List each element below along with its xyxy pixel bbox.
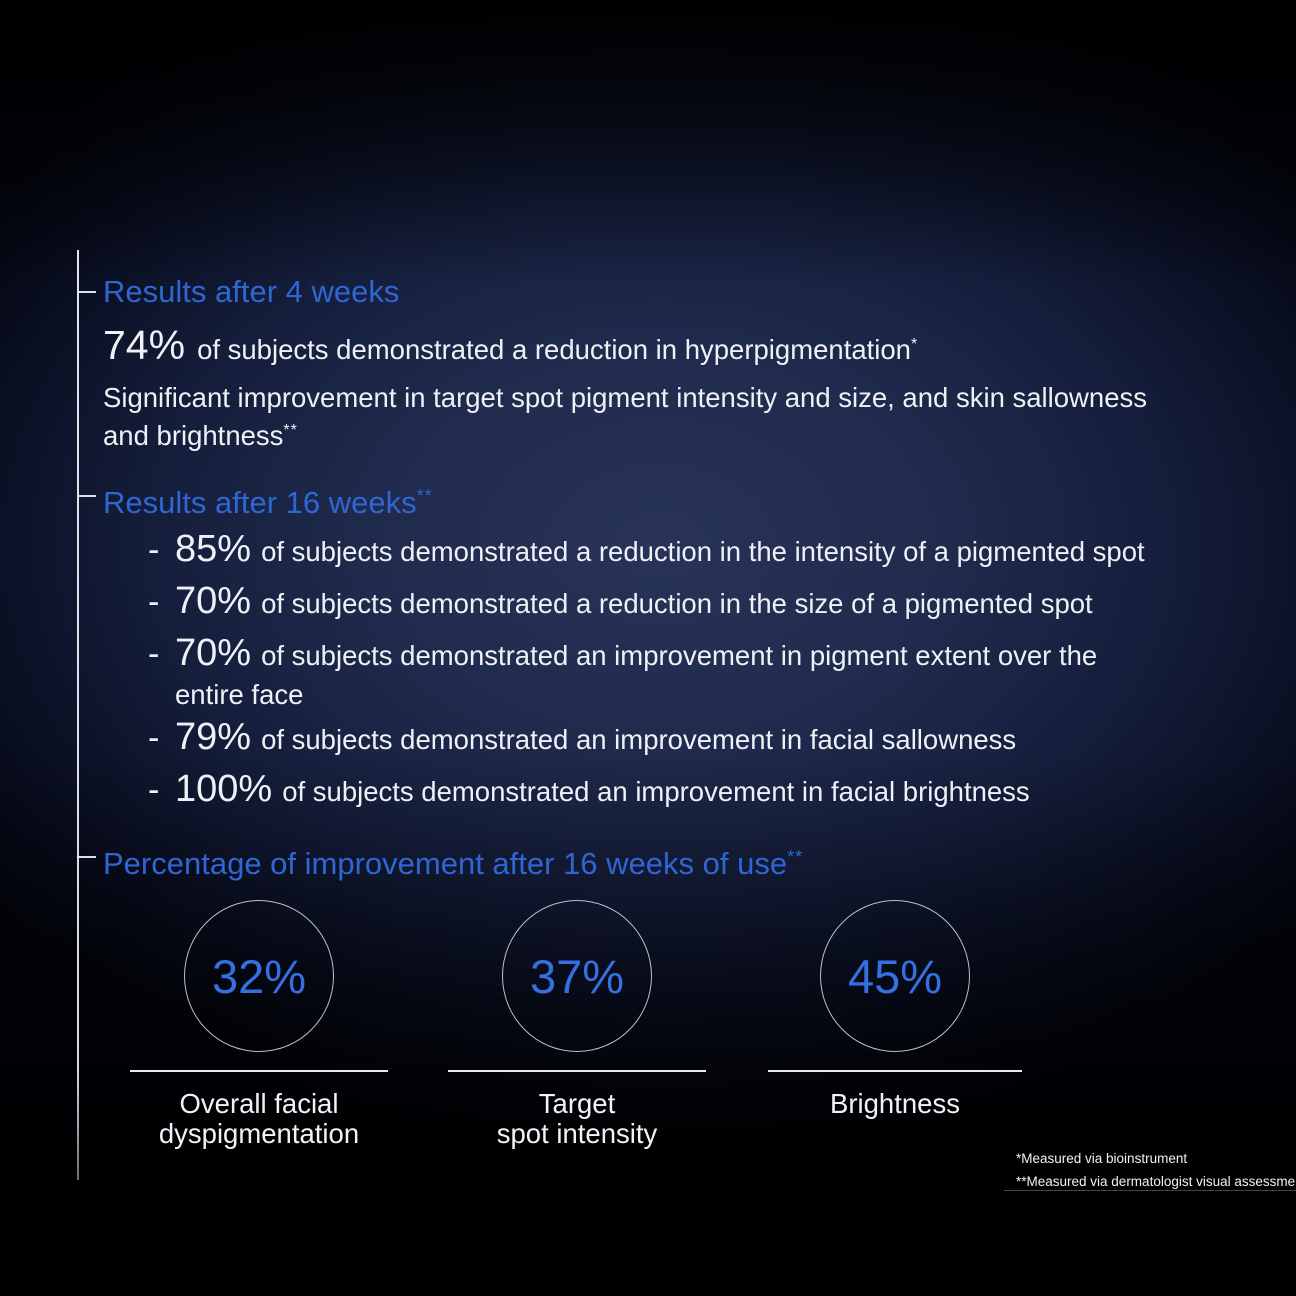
footnote-marker: ** [416,486,433,506]
stat-label-line-1: Brightness [830,1088,960,1119]
stat-label-line-2: dyspigmentation [158,1118,360,1149]
stat-group-dyspigmentation: 32% Overall facial dyspigmentation [130,900,388,1149]
heading-text: Results after 16 weeks [103,485,417,520]
bullet-value: 79% [175,716,252,758]
bullet-dash: - [148,719,160,757]
timeline-rule [77,250,79,1180]
bullet-value: 100% [175,768,273,810]
footnote-marker: ** [787,847,804,867]
bullet-intensity-85: -85% of subjects demonstrated a reduction… [148,530,1145,574]
footnote-marker: * [910,336,919,353]
footnote-marker: ** [283,422,298,439]
heading-text: Results after 4 weeks [103,274,400,309]
bullet-sallowness-79: -79% of subjects demonstrated an improvem… [148,718,1017,762]
bullet-text: of subjects demonstrated a reduction in … [261,588,1093,619]
stat-label: Target spot intensity [448,1089,706,1149]
bullet-pigment-extent-70: -70% of subjects demonstrated an improvem… [148,634,1098,717]
bullet-text: of subjects demonstrated an improvement … [282,776,1030,807]
bullet-dash: - [148,583,160,621]
tick-icon [77,495,96,497]
heading-text: Percentage of improvement after 16 weeks… [103,846,788,881]
stat-circle: 32% [184,900,334,1052]
stat-circle: 37% [502,900,652,1052]
stat-label-line-2: spot intensity [496,1118,658,1149]
bullet-dash: - [148,531,160,569]
stat-74-line: 74% of subjects demonstrated a reduction … [103,322,918,378]
stat-label: Overall facial dyspigmentation [130,1089,388,1149]
bullet-brightness-100: -100% of subjects demonstrated an improve… [148,770,1030,814]
bullet-text-wrap: entire face [175,679,304,710]
stat-label: Brightness [768,1089,1022,1119]
stat-group-brightness: 45% Brightness [768,900,1022,1119]
bullet-text: of subjects demonstrated a reduction in … [261,536,1145,567]
stat-percentage: 37% [529,949,625,1003]
bullet-value: 70% [175,580,252,622]
stat-circle: 45% [820,900,970,1052]
footnote-dermatologist: **Measured via dermatologist visual asse… [1016,1174,1296,1189]
summary-line-1: Significant improvement in target spot p… [103,382,1148,413]
stat-text: of subjects demonstrated a reduction in … [197,334,911,365]
bullet-text: of subjects demonstrated an improvement … [261,640,1098,671]
tick-icon [77,291,96,293]
tick-icon [77,856,96,858]
stat-label-line-1: Overall facial [179,1088,339,1119]
stat-percentage: 45% [847,949,943,1003]
bullet-dash: - [148,635,160,673]
bullet-text: of subjects demonstrated an improvement … [261,724,1017,755]
stat-underline [130,1070,388,1072]
stat-underline [448,1070,706,1072]
stat-percentage: 32% [211,949,307,1003]
bullet-dash: - [148,771,160,809]
bullet-size-70: -70% of subjects demonstrated a reduction… [148,582,1093,626]
stat-label-line-1: Target [538,1088,616,1119]
stat-value: 74% [103,322,186,368]
bullet-value: 70% [175,632,252,674]
stat-underline [768,1070,1022,1072]
section-heading-improvement: Percentage of improvement after 16 weeks… [77,839,804,882]
section-heading-results-4-weeks: Results after 4 weeks [77,274,400,310]
footnote-divider [1004,1190,1296,1191]
footnote-bioinstrument: *Measured via bioinstrument [1016,1151,1188,1166]
summary-line-2: and brightness [103,420,284,451]
footnotes: *Measured via bioinstrument **Measured v… [1016,1147,1296,1193]
stat-group-spot-intensity: 37% Target spot intensity [448,900,706,1149]
bullet-value: 85% [175,528,252,570]
summary-paragraph: Significant improvement in target spot p… [103,381,1147,452]
section-heading-results-16-weeks: Results after 16 weeks** [77,478,433,521]
